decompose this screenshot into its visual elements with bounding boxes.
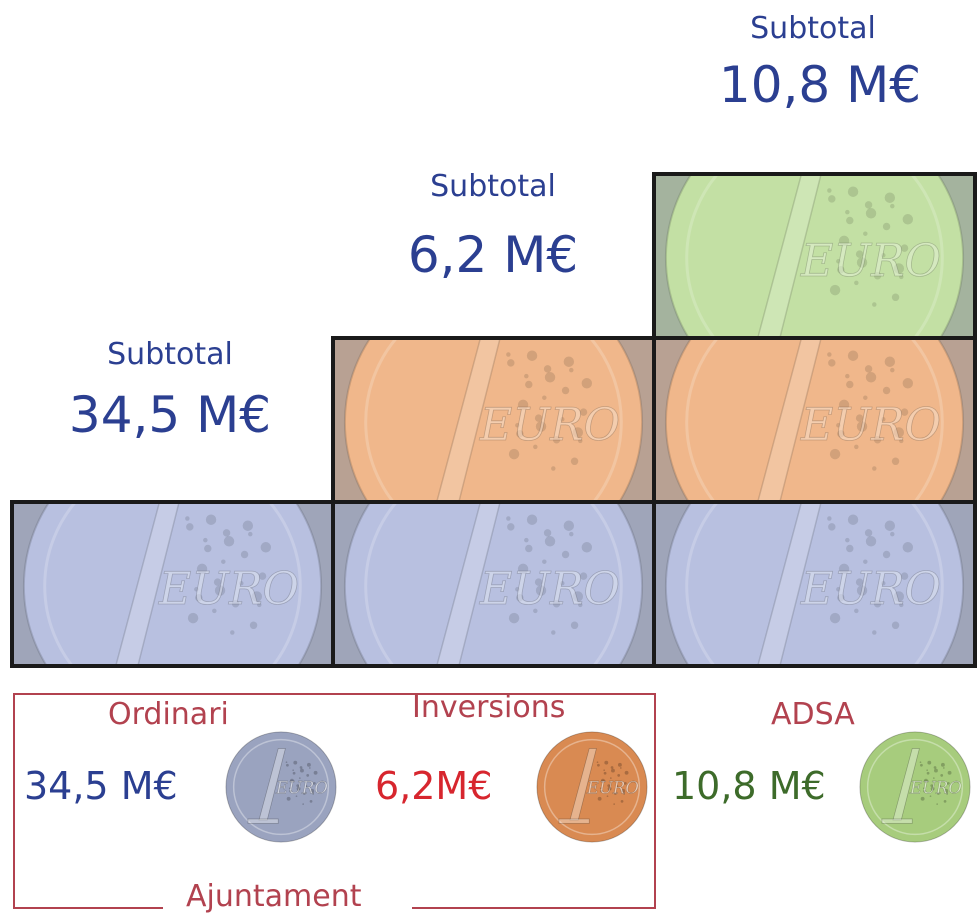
tile-inversions-col2: EURO xyxy=(331,336,656,504)
tile-ordinari-col1: EURO xyxy=(10,500,335,668)
subtotal-value-1: 34,5 M€ xyxy=(68,386,272,444)
coin-icon-ordinari: EURO xyxy=(222,728,340,846)
legend-amount-adsa: 10,8 M€ xyxy=(672,764,826,808)
subtotal-value-2: 6,2 M€ xyxy=(407,226,579,284)
svg-text:EURO: EURO xyxy=(909,779,962,798)
subtotal-label-2: Subtotal xyxy=(430,169,556,204)
svg-text:EURO: EURO xyxy=(800,234,941,287)
tile-ordinari-col2: EURO xyxy=(331,500,656,668)
legend-amount-inversions: 6,2M€ xyxy=(375,764,493,808)
svg-text:EURO: EURO xyxy=(479,398,620,451)
legend-label-ordinari: Ordinari xyxy=(108,697,229,732)
tile-adsa-col3: EURO xyxy=(652,172,977,340)
coin-icon-adsa: EURO xyxy=(856,728,974,846)
svg-text:EURO: EURO xyxy=(586,779,639,798)
svg-text:EURO: EURO xyxy=(800,398,941,451)
legend-label-inversions: Inversions xyxy=(412,690,566,725)
svg-text:EURO: EURO xyxy=(158,562,299,615)
svg-text:EURO: EURO xyxy=(479,562,620,615)
tile-inversions-col3: EURO xyxy=(652,336,977,504)
legend-label-adsa: ADSA xyxy=(771,697,855,732)
tile-ordinari-col3: EURO xyxy=(652,500,977,668)
coin-icon-inversions: EURO xyxy=(533,728,651,846)
ajuntament-label: Ajuntament xyxy=(186,879,362,914)
subtotal-value-3: 10,8 M€ xyxy=(718,56,922,114)
legend-amount-ordinari: 34,5 M€ xyxy=(24,764,178,808)
ajuntament-frame xyxy=(13,693,656,909)
subtotal-label-3: Subtotal xyxy=(750,11,876,46)
svg-text:EURO: EURO xyxy=(275,779,328,798)
ajuntament-frame-bottom-right xyxy=(412,907,656,909)
svg-text:EURO: EURO xyxy=(800,562,941,615)
ajuntament-frame-bottom-left xyxy=(13,907,163,909)
subtotal-label-1: Subtotal xyxy=(107,337,233,372)
